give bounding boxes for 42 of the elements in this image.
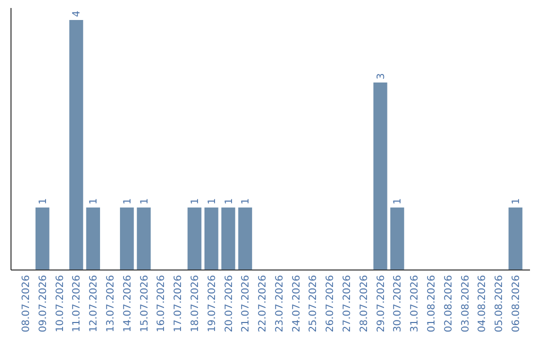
data-label: 1 bbox=[139, 198, 150, 204]
x-tick-label: 18.07.2026 bbox=[190, 275, 201, 332]
x-tick-label: 26.07.2026 bbox=[325, 275, 336, 332]
x-tick-label: 06.08.2026 bbox=[510, 275, 522, 332]
x-tick-label: 25.07.2026 bbox=[308, 275, 320, 332]
x-tick-label: 19.07.2026 bbox=[206, 275, 218, 332]
x-tick-label: 22.07.2026 bbox=[258, 275, 269, 332]
x-tick-label: 10.07.2026 bbox=[54, 275, 66, 332]
data-label: 1 bbox=[88, 198, 100, 204]
data-label: 1 bbox=[38, 198, 49, 204]
x-tick-label: 24.07.2026 bbox=[291, 275, 302, 332]
x-tick-label: 21.07.2026 bbox=[240, 275, 252, 332]
x-tick-label: 16.07.2026 bbox=[156, 275, 168, 332]
data-label: 1 bbox=[510, 198, 522, 204]
x-tick-label: 20.07.2026 bbox=[224, 275, 235, 332]
x-tick-label: 23.07.2026 bbox=[274, 275, 286, 332]
x-tick-label: 02.08.2026 bbox=[443, 275, 454, 332]
x-tick-label: 03.08.2026 bbox=[460, 275, 472, 332]
x-tick-label: 09.07.2026 bbox=[38, 275, 49, 332]
x-tick-label: 15.07.2026 bbox=[139, 275, 150, 332]
x-tick-label: 17.07.2026 bbox=[173, 275, 184, 332]
x-tick-label: 30.07.2026 bbox=[392, 275, 404, 332]
x-tick-label: 05.08.2026 bbox=[494, 275, 506, 332]
data-label: 1 bbox=[206, 198, 218, 204]
x-tick-label: 14.07.2026 bbox=[122, 275, 134, 332]
data-label: 1 bbox=[190, 198, 201, 204]
data-label: 1 bbox=[240, 198, 252, 204]
x-tick-label: 31.07.2026 bbox=[410, 275, 421, 332]
data-label: 1 bbox=[122, 198, 134, 204]
data-label: 1 bbox=[392, 198, 404, 204]
x-tick-label: 29.07.2026 bbox=[376, 275, 387, 332]
data-label: 4 bbox=[72, 10, 83, 17]
x-tick-label: 13.07.2026 bbox=[106, 275, 116, 332]
x-tick-label: 27.07.2026 bbox=[342, 275, 354, 332]
x-tick-label: 08.07.2026 bbox=[21, 275, 32, 332]
data-label: 3 bbox=[376, 73, 387, 80]
x-tick-label: 01.08.2026 bbox=[426, 275, 438, 332]
x-tick-label: 12.07.2026 bbox=[88, 275, 100, 332]
x-tick-label: 11.07.2026 bbox=[72, 275, 83, 332]
data-label: 1 bbox=[224, 198, 235, 204]
x-tick-label: 04.08.2026 bbox=[477, 275, 488, 332]
x-tick-label: 28.07.2026 bbox=[358, 275, 370, 332]
